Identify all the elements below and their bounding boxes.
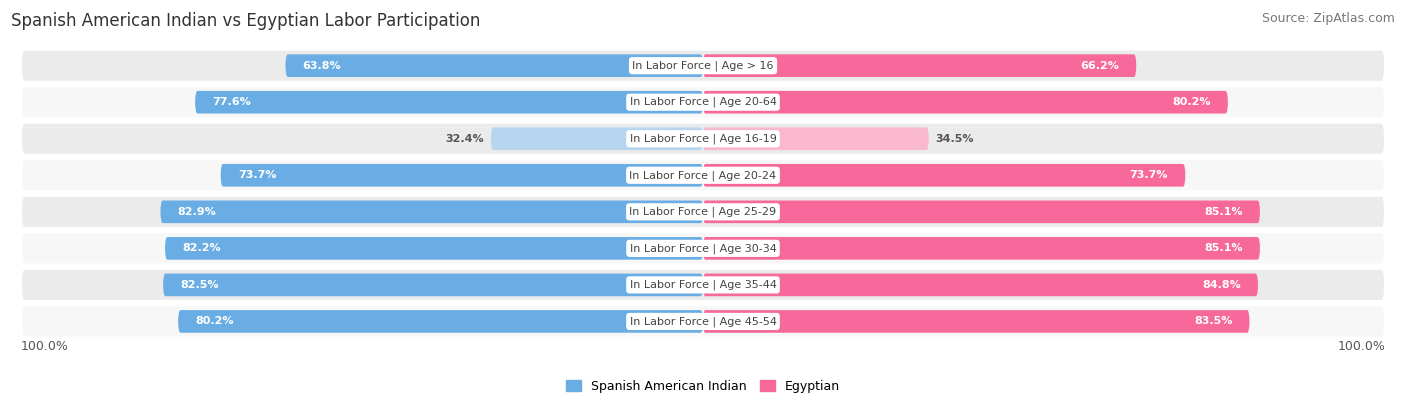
Text: 80.2%: 80.2% <box>1173 97 1211 107</box>
Text: 100.0%: 100.0% <box>1337 340 1385 354</box>
FancyBboxPatch shape <box>703 164 1185 186</box>
Text: 32.4%: 32.4% <box>446 134 484 144</box>
FancyBboxPatch shape <box>165 237 703 260</box>
Text: 100.0%: 100.0% <box>21 340 69 354</box>
FancyBboxPatch shape <box>163 274 703 296</box>
Text: 73.7%: 73.7% <box>1129 170 1168 180</box>
Text: 63.8%: 63.8% <box>302 61 342 71</box>
FancyBboxPatch shape <box>21 50 1385 82</box>
Text: In Labor Force | Age 30-34: In Labor Force | Age 30-34 <box>630 243 776 254</box>
FancyBboxPatch shape <box>703 237 1260 260</box>
FancyBboxPatch shape <box>21 86 1385 118</box>
Text: 85.1%: 85.1% <box>1205 243 1243 253</box>
FancyBboxPatch shape <box>703 201 1260 223</box>
Text: In Labor Force | Age 16-19: In Labor Force | Age 16-19 <box>630 134 776 144</box>
Text: In Labor Force | Age 35-44: In Labor Force | Age 35-44 <box>630 280 776 290</box>
Text: Spanish American Indian vs Egyptian Labor Participation: Spanish American Indian vs Egyptian Labo… <box>11 12 481 30</box>
FancyBboxPatch shape <box>703 310 1250 333</box>
FancyBboxPatch shape <box>285 55 703 77</box>
Text: 66.2%: 66.2% <box>1080 61 1119 71</box>
FancyBboxPatch shape <box>703 274 1258 296</box>
Text: 34.5%: 34.5% <box>935 134 974 144</box>
Text: 82.5%: 82.5% <box>180 280 219 290</box>
FancyBboxPatch shape <box>21 232 1385 264</box>
Text: 82.2%: 82.2% <box>183 243 221 253</box>
Text: 82.9%: 82.9% <box>177 207 217 217</box>
FancyBboxPatch shape <box>491 128 703 150</box>
Text: In Labor Force | Age 20-64: In Labor Force | Age 20-64 <box>630 97 776 107</box>
FancyBboxPatch shape <box>179 310 703 333</box>
FancyBboxPatch shape <box>21 196 1385 228</box>
FancyBboxPatch shape <box>21 305 1385 337</box>
FancyBboxPatch shape <box>160 201 703 223</box>
Text: In Labor Force | Age 20-24: In Labor Force | Age 20-24 <box>630 170 776 181</box>
Text: 80.2%: 80.2% <box>195 316 233 326</box>
FancyBboxPatch shape <box>21 159 1385 191</box>
Text: 77.6%: 77.6% <box>212 97 252 107</box>
Text: In Labor Force | Age > 16: In Labor Force | Age > 16 <box>633 60 773 71</box>
FancyBboxPatch shape <box>21 123 1385 155</box>
FancyBboxPatch shape <box>703 128 929 150</box>
FancyBboxPatch shape <box>221 164 703 186</box>
Text: 85.1%: 85.1% <box>1205 207 1243 217</box>
Legend: Spanish American Indian, Egyptian: Spanish American Indian, Egyptian <box>561 375 845 395</box>
Text: In Labor Force | Age 45-54: In Labor Force | Age 45-54 <box>630 316 776 327</box>
FancyBboxPatch shape <box>703 91 1227 113</box>
Text: 83.5%: 83.5% <box>1194 316 1232 326</box>
Text: In Labor Force | Age 25-29: In Labor Force | Age 25-29 <box>630 207 776 217</box>
FancyBboxPatch shape <box>703 55 1136 77</box>
Text: Source: ZipAtlas.com: Source: ZipAtlas.com <box>1261 12 1395 25</box>
Text: 84.8%: 84.8% <box>1202 280 1240 290</box>
FancyBboxPatch shape <box>195 91 703 113</box>
Text: 73.7%: 73.7% <box>238 170 277 180</box>
FancyBboxPatch shape <box>21 269 1385 301</box>
